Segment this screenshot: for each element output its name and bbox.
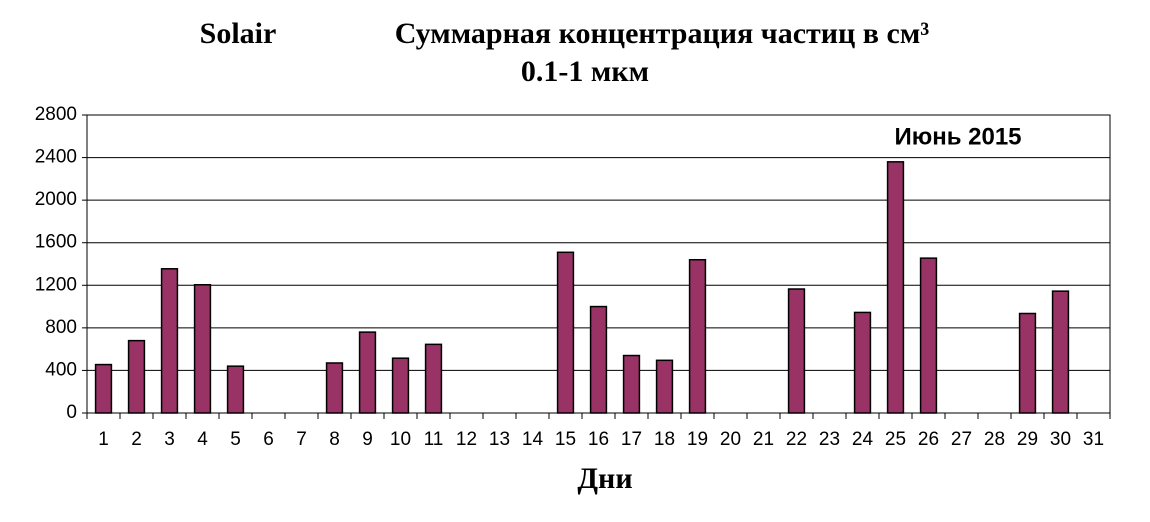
- y-tick-label: 2400: [35, 147, 77, 168]
- x-tick-label: 4: [197, 429, 208, 450]
- x-axis-label: Дни: [577, 462, 632, 495]
- y-tick-label: 0: [66, 402, 77, 423]
- x-tick-label: 13: [489, 429, 510, 450]
- x-tick-label: 28: [984, 429, 1005, 450]
- annotation: Июнь 2015: [894, 123, 1021, 150]
- x-tick-label: 1: [98, 429, 109, 450]
- chart-subtitle: 0.1-1 мкм: [521, 55, 649, 88]
- bar: [919, 257, 938, 414]
- bar: [589, 305, 608, 414]
- x-tick-label: 27: [951, 429, 972, 450]
- x-tick-label: 12: [456, 429, 477, 450]
- x-tick-label: 9: [362, 429, 373, 450]
- bar: [193, 284, 212, 414]
- x-tick-label: 26: [918, 429, 939, 450]
- x-tick-label: 22: [786, 429, 807, 450]
- x-tick-label: 6: [263, 429, 274, 450]
- y-tick-label: 1600: [35, 232, 77, 253]
- x-tick-label: 5: [230, 429, 241, 450]
- x-tick-label: 16: [588, 429, 609, 450]
- y-tick-label: 800: [45, 317, 77, 338]
- x-tick-label: 14: [522, 429, 544, 450]
- bar: [688, 258, 707, 414]
- x-tick-label: 17: [621, 429, 642, 450]
- y-tick-label: 400: [45, 359, 77, 380]
- bar: [358, 331, 377, 414]
- x-tick-label: 3: [164, 429, 175, 450]
- bar: [325, 362, 344, 414]
- x-tick-label: 8: [329, 429, 340, 450]
- bar: [127, 339, 146, 414]
- bar: [655, 359, 674, 414]
- x-tick-label: 15: [555, 429, 576, 450]
- x-tick-label: 23: [819, 429, 840, 450]
- bar: [226, 365, 245, 414]
- chart-title: Solair: [200, 17, 277, 50]
- x-tick-label: 19: [687, 429, 708, 450]
- x-tick-label: 30: [1050, 429, 1071, 450]
- bar: [886, 161, 905, 414]
- bar: [94, 363, 113, 414]
- x-tick-label: 10: [390, 429, 411, 450]
- bar: [853, 311, 872, 414]
- x-tick-label: 21: [753, 429, 774, 450]
- bar: [160, 268, 179, 414]
- bar: [1018, 312, 1037, 414]
- bar: [1051, 290, 1070, 414]
- x-tick-label: 7: [296, 429, 307, 450]
- x-tick-label: 25: [885, 429, 906, 450]
- bar: [391, 357, 410, 414]
- bar: [424, 343, 443, 414]
- bar: [622, 354, 641, 414]
- bar: [787, 288, 806, 414]
- x-tick-label: 31: [1083, 429, 1104, 450]
- x-tick-label: 11: [424, 429, 444, 450]
- x-tick-label: 24: [852, 429, 874, 450]
- bar: [556, 251, 575, 414]
- y-tick-label: 2000: [35, 189, 77, 210]
- x-tick-label: 20: [720, 429, 741, 450]
- x-tick-label: 29: [1017, 429, 1038, 450]
- y-tick-label: 2800: [35, 104, 77, 125]
- chart-subtitle: Суммарная концентрация частиц в см³: [395, 17, 930, 50]
- y-tick-label: 1200: [35, 274, 77, 295]
- x-tick-label: 18: [654, 429, 675, 450]
- x-tick-label: 2: [131, 429, 142, 450]
